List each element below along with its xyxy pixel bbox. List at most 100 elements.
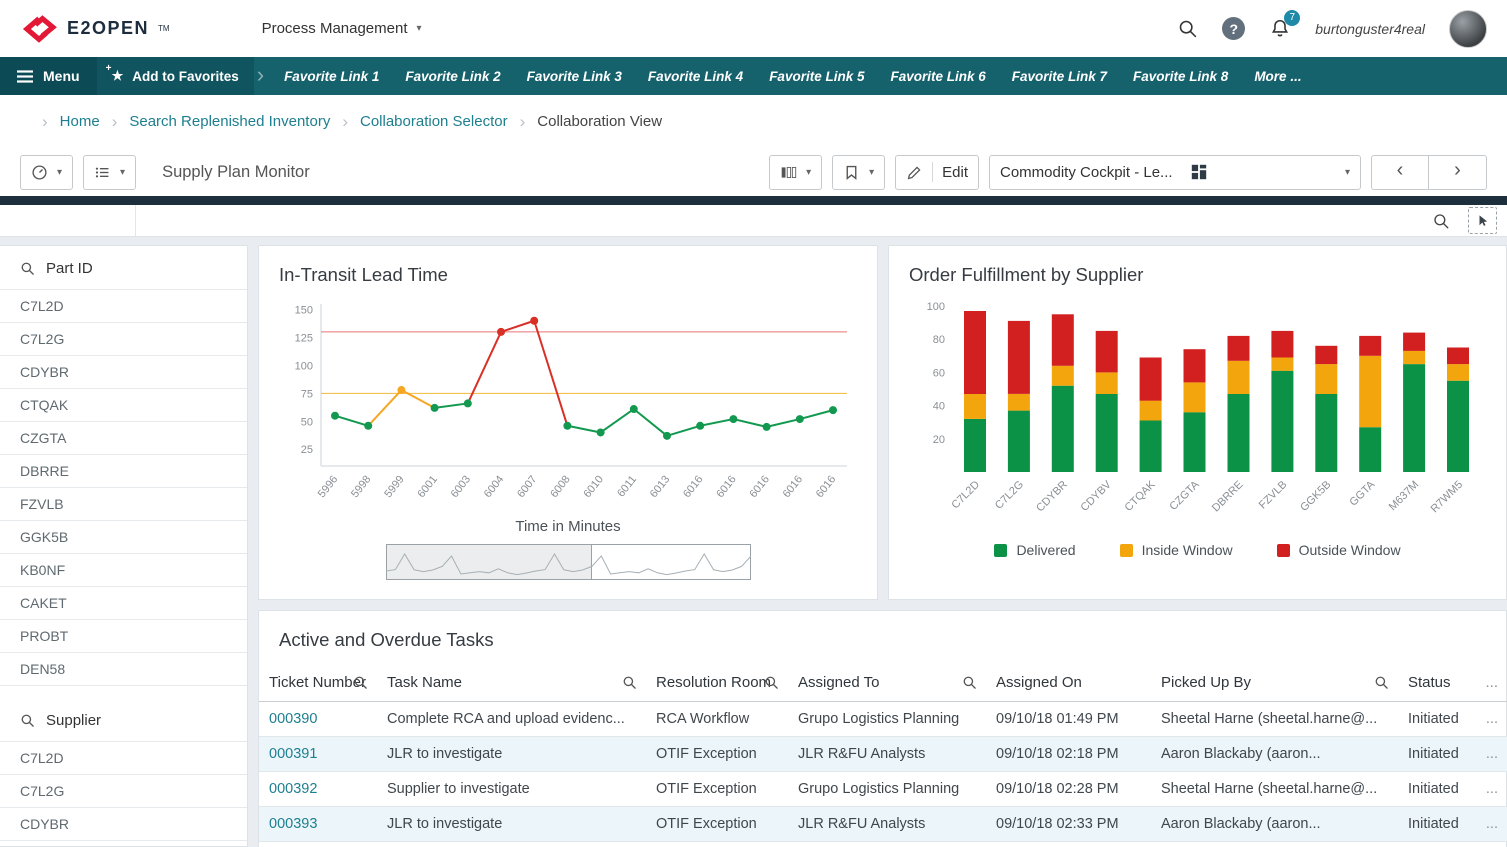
part-id-item[interactable]: C7L2D: [0, 290, 247, 323]
part-id-item[interactable]: PROBT: [0, 620, 247, 653]
ticket-link[interactable]: 000393: [269, 816, 317, 832]
part-id-item[interactable]: CTQAK: [0, 389, 247, 422]
legend-label: Delivered: [1016, 542, 1075, 558]
list-view-dropdown-button[interactable]: ▾: [83, 155, 136, 190]
divider: [0, 686, 247, 698]
svg-text:GGK5B: GGK5B: [1298, 479, 1333, 514]
favorite-link[interactable]: Favorite Link 3: [514, 69, 635, 84]
cell-assigned-on: 09/10/18 02:28 PM: [986, 772, 1151, 807]
dashboard-search-icon[interactable]: [1432, 212, 1450, 230]
gauge-dropdown-button[interactable]: ▾: [20, 155, 73, 190]
bar-segment: [1008, 394, 1030, 411]
ticket-link[interactable]: 000390: [269, 711, 317, 727]
column-search-icon[interactable]: [962, 675, 977, 690]
dashboard-main: Part ID C7L2DC7L2GCDYBRCTQAKCZGTADBRREFZ…: [0, 237, 1507, 847]
search-icon[interactable]: [20, 713, 35, 728]
column-header-ticket-number[interactable]: Ticket Number: [259, 665, 377, 702]
favorite-link[interactable]: Favorite Link 2: [392, 69, 513, 84]
bar-segment: [1096, 331, 1118, 373]
table-row[interactable]: 000393 JLR to investigate OTIF Exception…: [259, 807, 1507, 842]
supplier-item[interactable]: CDYBR: [0, 808, 247, 841]
breadcrumb-link[interactable]: Collaboration View: [537, 113, 662, 130]
svg-text:GGTA: GGTA: [1347, 478, 1377, 508]
part-id-item[interactable]: CAKET: [0, 587, 247, 620]
app-menu-selector[interactable]: Process Management ▾: [262, 20, 422, 37]
part-id-item[interactable]: DEN58: [0, 653, 247, 686]
column-header-picked-up-by[interactable]: Picked Up By: [1151, 665, 1398, 702]
page-title: Supply Plan Monitor: [162, 163, 310, 182]
e2open-logo[interactable]: E2OPENTM: [20, 14, 170, 44]
part-id-item[interactable]: FZVLB: [0, 488, 247, 521]
avatar[interactable]: [1449, 10, 1487, 48]
column-search-icon[interactable]: [622, 675, 637, 690]
breadcrumb-link[interactable]: Search Replenished Inventory: [129, 113, 330, 130]
cockpit-view-select[interactable]: Commodity Cockpit - Le... ▾: [989, 155, 1361, 190]
part-id-list: C7L2DC7L2GCDYBRCTQAKCZGTADBRREFZVLBGGK5B…: [0, 289, 247, 686]
bar-segment: [964, 311, 986, 394]
part-id-item[interactable]: C7L2G: [0, 323, 247, 356]
favorite-link[interactable]: Favorite Link 1: [271, 69, 392, 84]
select-tool-button[interactable]: [1468, 207, 1497, 234]
favorite-link[interactable]: Favorite Link 8: [1120, 69, 1241, 84]
column-header-task-name[interactable]: Task Name: [377, 665, 646, 702]
column-search-icon[interactable]: [353, 675, 368, 690]
previous-view-button[interactable]: ‹: [1372, 156, 1429, 189]
layout-dropdown-button[interactable]: ▾: [769, 155, 822, 190]
row-overflow-indicator: ...: [1486, 711, 1498, 727]
svg-text:100: 100: [295, 360, 313, 372]
brush-unselected-region[interactable]: [386, 545, 591, 580]
data-point: [630, 405, 638, 413]
search-icon[interactable]: [1177, 18, 1198, 39]
bar-segment: [1228, 394, 1250, 472]
help-icon[interactable]: ?: [1222, 17, 1245, 40]
bookmark-dropdown-button[interactable]: ▾: [832, 155, 885, 190]
svg-text:C7L2G: C7L2G: [993, 479, 1026, 512]
column-header-status[interactable]: Status...: [1398, 665, 1507, 702]
favorite-link[interactable]: Favorite Link 7: [999, 69, 1120, 84]
table-row[interactable]: 000391 JLR to investigate OTIF Exception…: [259, 737, 1507, 772]
part-id-item[interactable]: KB0NF: [0, 554, 247, 587]
favorite-link[interactable]: Favorite Link 4: [635, 69, 756, 84]
add-to-favorites-button[interactable]: +★ Add to Favorites: [97, 57, 254, 95]
legend-swatch: [1277, 544, 1290, 557]
ticket-link[interactable]: 000392: [269, 781, 317, 797]
notifications-bell[interactable]: 7: [1269, 18, 1291, 40]
svg-text:125: 125: [295, 333, 313, 345]
part-id-item[interactable]: DBRRE: [0, 455, 247, 488]
breadcrumb-link[interactable]: Home: [60, 113, 100, 130]
legend-swatch: [994, 544, 1007, 557]
part-id-item[interactable]: CZGTA: [0, 422, 247, 455]
bar-segment: [964, 394, 986, 419]
next-view-button[interactable]: ›: [1429, 156, 1486, 189]
favorite-link[interactable]: More ...: [1241, 69, 1314, 84]
svg-text:6016: 6016: [714, 473, 739, 500]
column-header-assigned-on[interactable]: Assigned On: [986, 665, 1151, 702]
favorite-link[interactable]: Favorite Link 5: [756, 69, 877, 84]
svg-text:80: 80: [933, 334, 945, 346]
breadcrumb-link[interactable]: Collaboration Selector: [360, 113, 508, 130]
data-point: [331, 412, 339, 420]
menu-button[interactable]: Menu: [0, 57, 97, 95]
breadcrumb-separator-icon: ›: [112, 112, 118, 132]
cell-ticket-number: 000391: [259, 737, 377, 772]
edit-button[interactable]: Edit: [895, 155, 979, 190]
supplier-item[interactable]: C7L2D: [0, 742, 247, 775]
table-row[interactable]: 000392 Supplier to investigate OTIF Exce…: [259, 772, 1507, 807]
ticket-link[interactable]: 000391: [269, 746, 317, 762]
search-icon[interactable]: [20, 261, 35, 276]
favorite-link[interactable]: Favorite Link 6: [877, 69, 998, 84]
bar-segment: [1096, 394, 1118, 472]
column-search-icon[interactable]: [764, 675, 779, 690]
column-header-assigned-to[interactable]: Assigned To: [788, 665, 986, 702]
table-row[interactable]: 000390 Complete RCA and upload evidenc..…: [259, 702, 1507, 737]
app-menu-label: Process Management: [262, 20, 408, 37]
brush-chart[interactable]: [386, 544, 751, 580]
supplier-item[interactable]: C7L2G: [0, 775, 247, 808]
svg-text:6016: 6016: [814, 473, 839, 500]
part-id-item[interactable]: CDYBR: [0, 356, 247, 389]
svg-text:CTQAK: CTQAK: [1122, 478, 1158, 514]
part-id-item[interactable]: GGK5B: [0, 521, 247, 554]
svg-text:6010: 6010: [581, 473, 606, 500]
column-header-resolution-room[interactable]: Resolution Room: [646, 665, 788, 702]
column-search-icon[interactable]: [1374, 675, 1389, 690]
